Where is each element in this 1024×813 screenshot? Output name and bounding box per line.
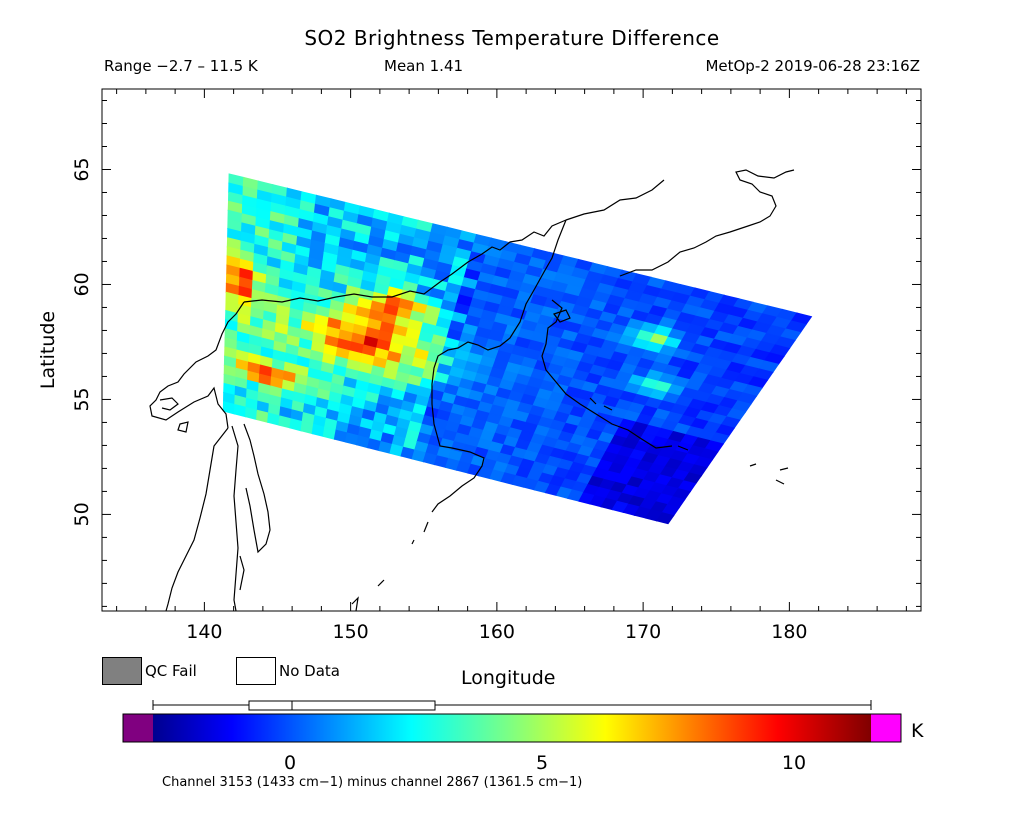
no-data-label: No Data [279,662,340,680]
qc-fail-swatch [102,657,142,685]
swath-pixel [655,512,675,525]
swath-pixel [311,423,326,438]
x-tick-label: 150 [332,621,368,643]
coastlines [149,169,795,611]
colorbar-under-swatch [123,714,153,742]
x-tick-label: 160 [479,621,515,643]
colorbar-gradient [153,714,871,742]
satellite-time-text: MetOp-2 2019-06-28 23:16Z [705,57,920,75]
value-range-text: Range −2.7 – 11.5 K [104,57,258,75]
y-tick-label: 50 [71,502,93,526]
swath-pixel [278,415,292,429]
colorbar-over-swatch [871,714,901,742]
colorbar-unit: K [911,720,924,742]
mean-value-text: Mean 1.41 [384,57,464,75]
channel-footnote: Channel 3153 (1433 cm−1) minus channel 2… [162,775,583,790]
qc-fail-label: QC Fail [145,662,197,680]
x-tick-label: 180 [771,621,807,643]
axis-ticks: 140 150 160 170 180 50 55 60 65 [71,89,921,643]
x-tick-label: 170 [625,621,661,643]
y-tick-label: 60 [71,272,93,296]
x-axis-label: Longitude [461,667,556,689]
colorbar-tick-label: 0 [283,752,297,774]
y-axis-label: Latitude [37,311,59,389]
swath-pixel [333,429,348,443]
chart-title: SO2 Brightness Temperature Difference [304,26,720,50]
no-data-swatch [236,657,276,685]
swath-pixel [256,409,270,423]
colorbar-tick-label: 5 [535,752,549,774]
colorbar-tick-label: 10 [781,752,807,774]
y-tick-label: 55 [71,387,93,411]
swath-layer [149,169,813,611]
y-tick-label: 65 [71,157,93,181]
swath-pixel [289,418,303,432]
range-box [248,700,436,711]
brightness-temperature-swath [222,173,813,525]
x-tick-label: 140 [186,621,222,643]
swath-pixel [233,403,247,418]
plot-frame [101,88,922,612]
colorbar [122,700,902,743]
